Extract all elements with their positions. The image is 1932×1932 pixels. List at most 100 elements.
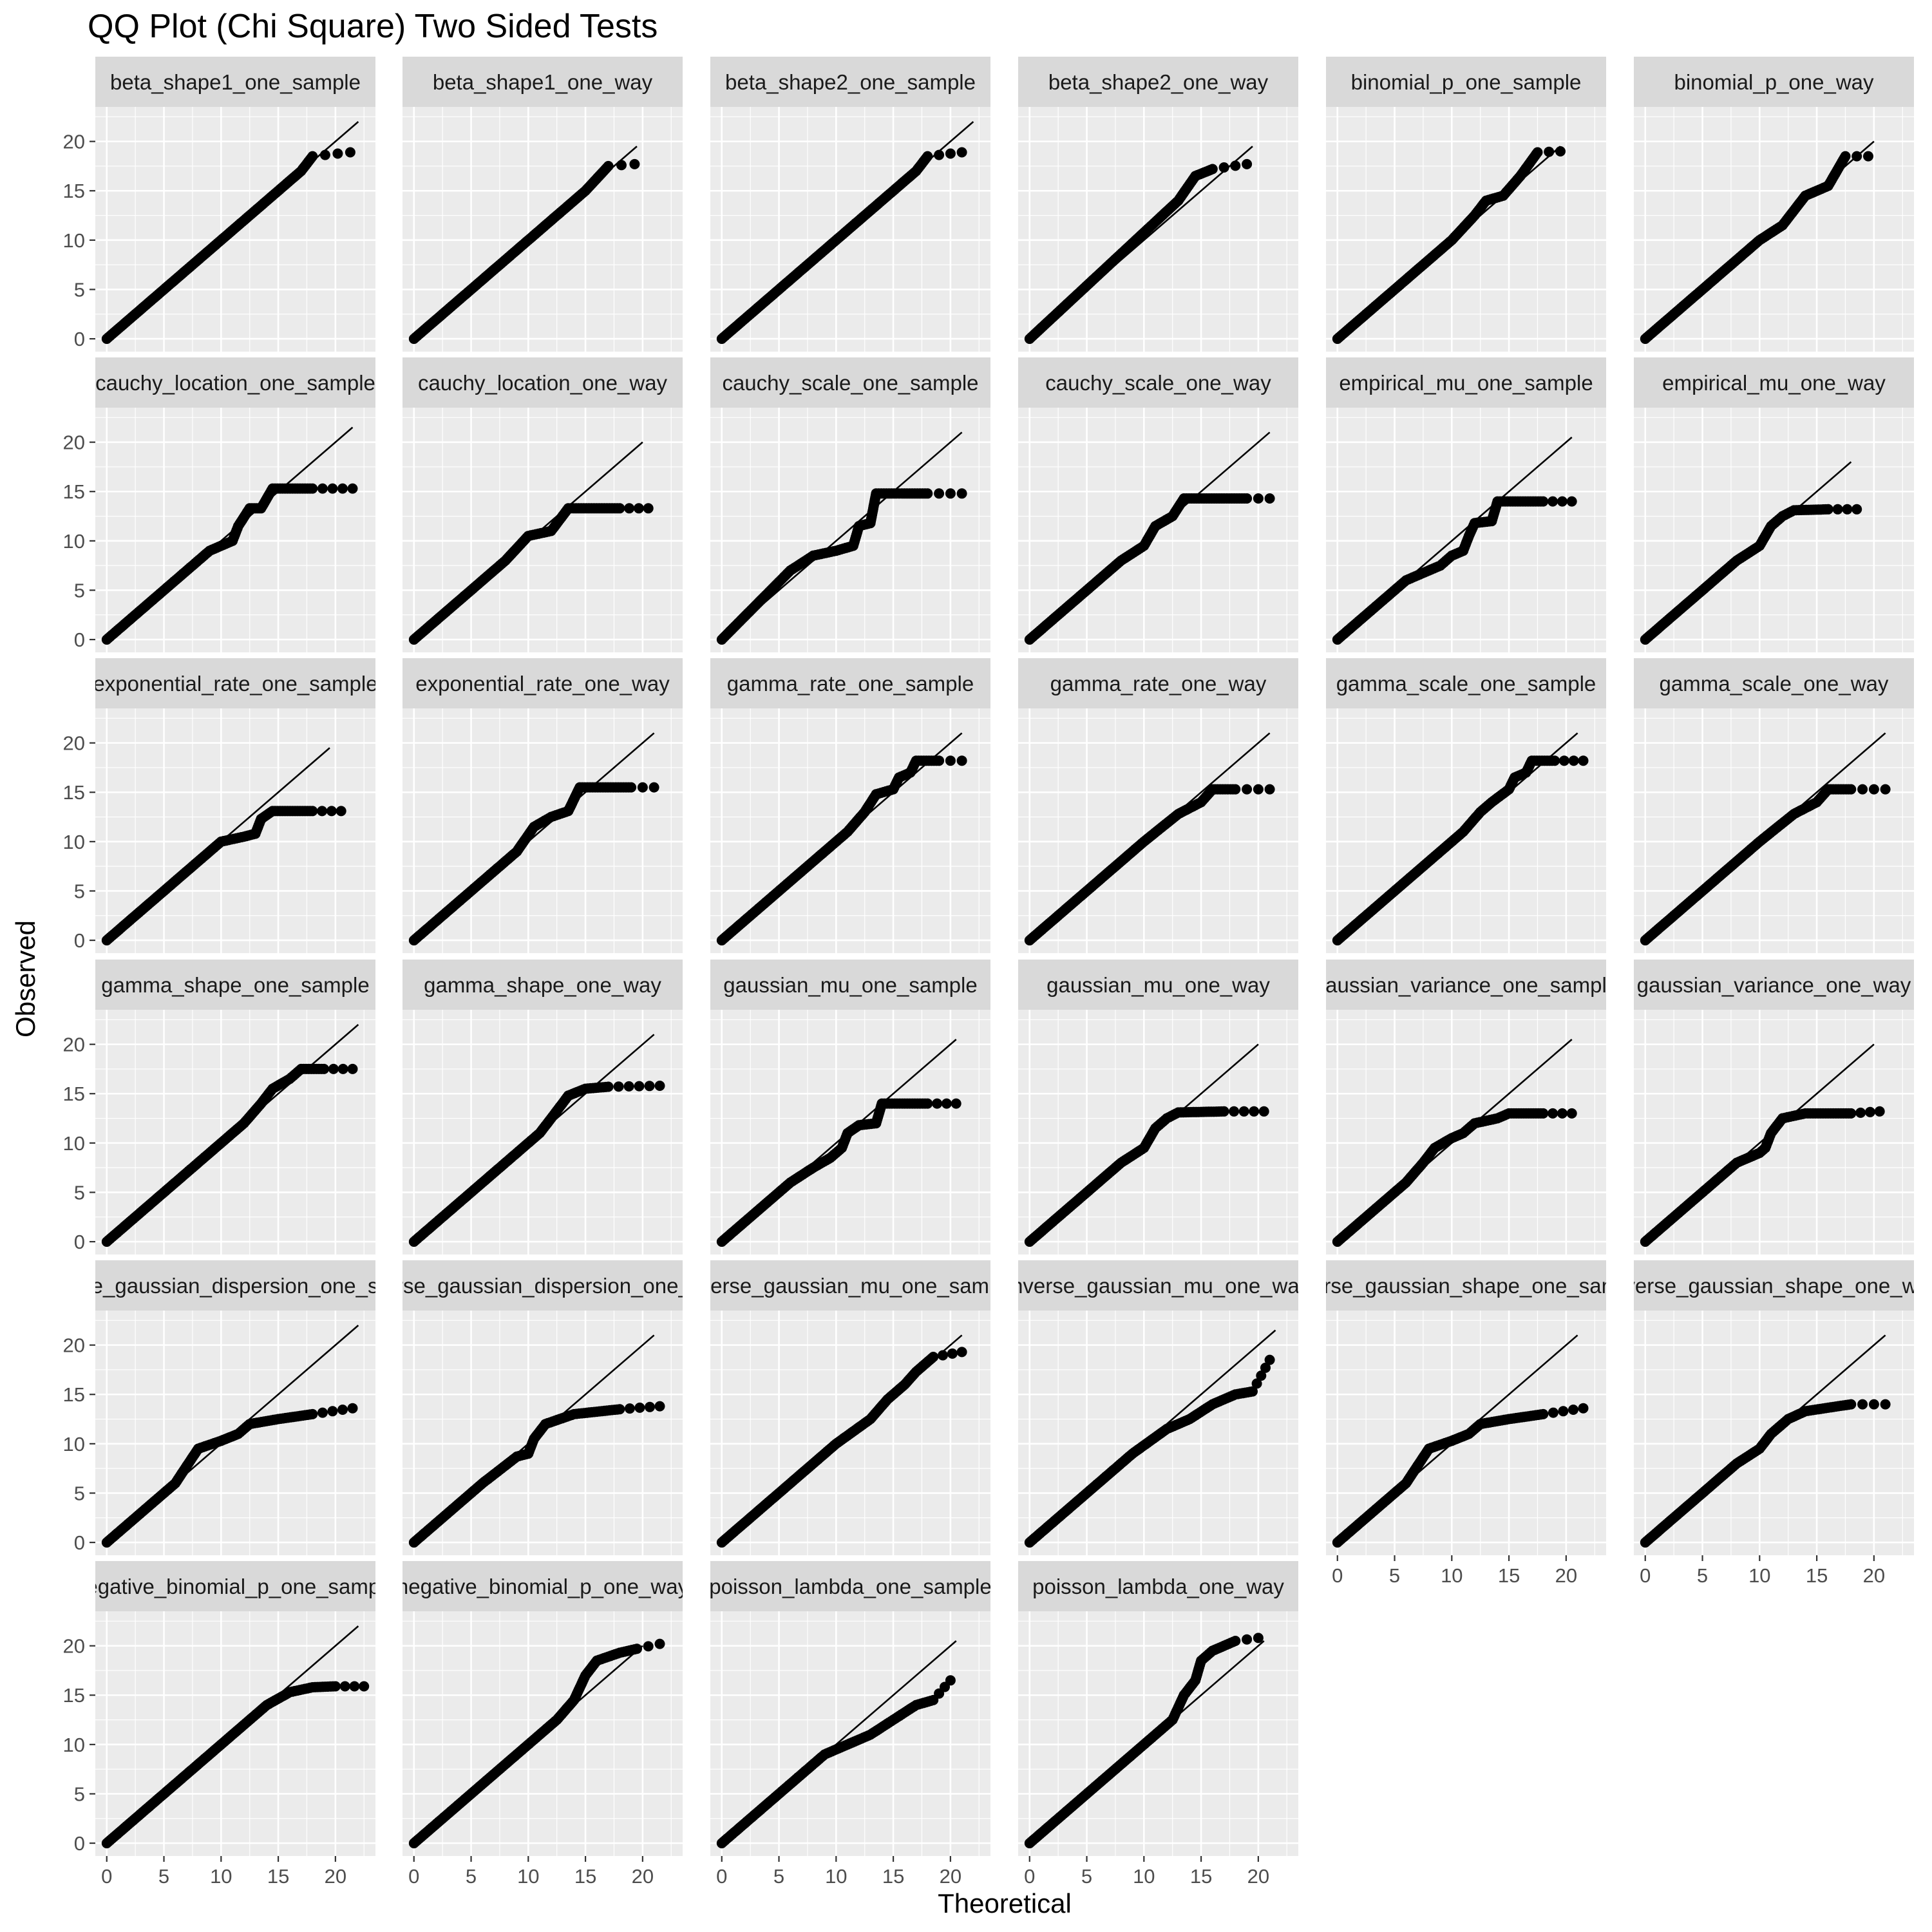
- y-tick-label: 15: [63, 1684, 85, 1707]
- qq-point: [956, 147, 967, 158]
- facet-strip-label: exponential_rate_one_way: [415, 672, 670, 696]
- x-tick-label: 10: [1133, 1865, 1155, 1888]
- qq-point: [1532, 147, 1543, 158]
- facet-strip: [1018, 57, 1298, 107]
- facet-panel: poisson_lambda_one_sample 0 5 10 15 20: [709, 1561, 991, 1888]
- facet-panel: gaussian_variance_one_sample: [1314, 960, 1618, 1255]
- facet-strip: [1634, 960, 1914, 1010]
- qq-point: [623, 1081, 634, 1092]
- qq-point: [307, 806, 318, 817]
- facet-panel: inverse_gaussian_dispersion_one_sample 0 5…: [63, 1260, 375, 1555]
- facet-strip: [95, 1260, 375, 1311]
- facet-strip-label: gaussian_variance_one_way: [1637, 973, 1911, 997]
- qq-point: [307, 1408, 318, 1419]
- qq-point: [616, 160, 627, 171]
- facet-panel: gamma_scale_one_way: [1634, 658, 1914, 953]
- facet-panel: cauchy_location_one_sample 0 5 10 15 20: [63, 357, 375, 652]
- facet-strip: [1634, 658, 1914, 708]
- qq-point: [1229, 1106, 1240, 1117]
- facet-strip: [95, 1561, 375, 1611]
- facet-strip-label: empirical_mu_one_sample: [1339, 371, 1593, 395]
- facet-panel: negative_binomial_p_one_sample 0 5 10 15 20 0 5…: [63, 1561, 375, 1888]
- facet-panel: binomial_p_one_way: [1634, 57, 1914, 352]
- facet-strip-label: gamma_scale_one_way: [1660, 672, 1889, 696]
- y-tick-label: 15: [63, 1083, 85, 1105]
- qq-point: [1207, 164, 1218, 175]
- x-tick-label: 10: [825, 1865, 847, 1888]
- y-tick-label: 20: [63, 1034, 85, 1056]
- qq-point: [1823, 504, 1833, 515]
- facet-strip-label: beta_shape1_one_way: [433, 70, 653, 94]
- qq-point: [945, 488, 956, 499]
- qq-point: [1864, 1106, 1875, 1117]
- qq-point: [1251, 1378, 1262, 1389]
- qq-point: [941, 1098, 952, 1109]
- y-tick-label: 20: [63, 431, 85, 454]
- qq-point: [649, 782, 659, 793]
- qq-point: [1242, 493, 1253, 504]
- qq-point: [1238, 1106, 1249, 1117]
- y-tick-label: 20: [63, 1635, 85, 1658]
- y-tick-label: 10: [63, 1433, 85, 1455]
- x-tick-label: 20: [1863, 1564, 1885, 1587]
- facet-panel: cauchy_location_one_way: [402, 357, 683, 652]
- facet-strip: [402, 1561, 683, 1611]
- facet-strip-label: poisson_lambda_one_sample: [709, 1575, 991, 1598]
- facet-panel: inverse_gaussian_dispersion_one_way: [402, 1260, 683, 1555]
- qq-point: [359, 1681, 370, 1692]
- qq-point: [1852, 504, 1862, 515]
- x-tick-label: 5: [158, 1865, 169, 1888]
- qq-point: [1242, 784, 1253, 795]
- y-tick-label: 5: [74, 1783, 85, 1805]
- facet-strip-label: inverse_gaussian_shape_one_sample: [1285, 1274, 1647, 1298]
- qq-point: [328, 1063, 339, 1074]
- qq-point: [326, 806, 337, 817]
- x-tick-label: 0: [1640, 1564, 1651, 1587]
- qq-point: [632, 1643, 642, 1654]
- y-tick-label: 5: [74, 278, 85, 301]
- qq-point: [637, 782, 648, 793]
- facet-panels: beta_shape1_one_sample05101520beta_shape…: [63, 57, 1914, 1888]
- qq-point: [1256, 1370, 1267, 1381]
- facet-panel: beta_shape2_one_way: [1018, 57, 1298, 352]
- y-tick-label: 10: [63, 530, 85, 553]
- qq-point: [307, 151, 318, 162]
- facet-strip-label: gaussian_variance_one_sample: [1314, 973, 1618, 997]
- x-tick-label: 5: [1389, 1564, 1400, 1587]
- qq-point: [1264, 784, 1275, 795]
- facet-strip-label: cauchy_scale_one_sample: [722, 371, 978, 395]
- qq-point: [330, 1681, 341, 1692]
- y-tick-label: 20: [63, 732, 85, 755]
- facet-strip-label: inverse_gaussian_mu_one_way: [1007, 1274, 1311, 1298]
- qq-point: [337, 483, 348, 494]
- y-tick-label: 20: [63, 131, 85, 153]
- qq-point: [1242, 158, 1253, 169]
- qq-point: [654, 1638, 665, 1649]
- qq-point: [1557, 496, 1567, 507]
- x-tick-label: 0: [101, 1865, 112, 1888]
- facet-strip-label: gaussian_mu_one_way: [1046, 973, 1270, 997]
- qq-point: [1840, 151, 1851, 162]
- y-tick-label: 0: [74, 1832, 85, 1855]
- x-axis-title: Theoretical: [938, 1888, 1072, 1918]
- qq-point: [349, 1681, 360, 1692]
- qq-point: [1557, 1108, 1567, 1119]
- facet-panel: gaussian_variance_one_way: [1634, 960, 1914, 1255]
- qq-point: [947, 1348, 958, 1359]
- x-tick-label: 20: [940, 1865, 961, 1888]
- x-tick-label: 10: [517, 1865, 539, 1888]
- facet-strip: [402, 1260, 683, 1311]
- facet-strip: [1018, 658, 1298, 708]
- qq-point: [613, 1081, 624, 1092]
- qq-point: [317, 806, 328, 817]
- plot-title: QQ Plot (Chi Square) Two Sided Tests: [88, 8, 658, 45]
- facet-strip: [710, 1260, 990, 1311]
- qq-point: [337, 1405, 348, 1415]
- facet-strip: [402, 960, 683, 1010]
- qq-point: [1230, 784, 1241, 795]
- qq-point: [1874, 1106, 1885, 1117]
- qq-point: [319, 149, 330, 160]
- facet-strip: [710, 658, 990, 708]
- qq-point: [956, 488, 967, 499]
